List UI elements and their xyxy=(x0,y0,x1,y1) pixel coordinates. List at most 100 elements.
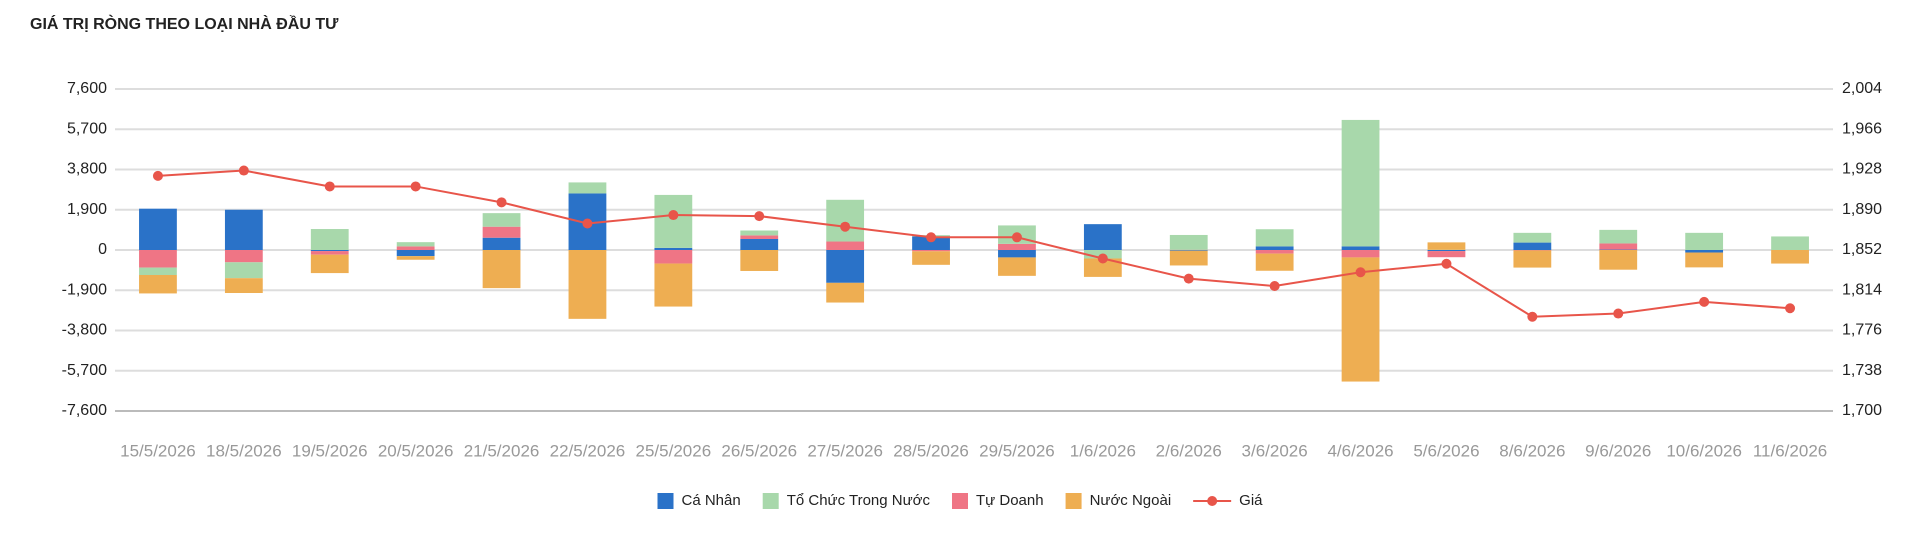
y2-tick-label: 1,852 xyxy=(1842,241,1882,258)
y2-tick-label: 1,776 xyxy=(1842,322,1882,339)
x-tick-label: 29/5/2026 xyxy=(979,441,1055,460)
bar-segment xyxy=(654,247,693,250)
legend-label: Cá Nhân xyxy=(682,492,741,509)
bar-segment xyxy=(224,262,263,279)
price-point xyxy=(496,197,507,208)
bar-segment xyxy=(1599,243,1638,250)
bar-segment xyxy=(740,230,779,236)
bar-segment xyxy=(654,194,693,248)
bar-segment xyxy=(139,250,177,268)
price-point xyxy=(1097,253,1108,264)
chart-title: GIÁ TRỊ RÒNG THEO LOẠI NHÀ ĐẦU TƯ xyxy=(30,14,339,33)
y-tick-label: -1,900 xyxy=(62,281,107,298)
bar-segment xyxy=(224,250,263,263)
price-point xyxy=(1527,311,1538,322)
bar-segment xyxy=(1513,250,1552,268)
bar-segment xyxy=(912,250,950,252)
bar-segment xyxy=(740,250,779,271)
x-tick-label: 11/6/2026 xyxy=(1753,441,1827,460)
bar-segment xyxy=(912,236,950,250)
y-tick-label: 3,800 xyxy=(67,161,107,178)
bar-segment xyxy=(826,250,865,283)
y-tick-label: 5,700 xyxy=(67,120,107,137)
bar-segment xyxy=(1427,251,1466,258)
y2-tick-label: 1,700 xyxy=(1842,402,1882,419)
x-tick-label: 27/5/2026 xyxy=(807,441,883,460)
y-tick-label: -7,600 xyxy=(62,402,107,419)
bar-segment xyxy=(310,254,349,274)
price-point xyxy=(1785,303,1796,314)
bar-segment xyxy=(568,182,607,194)
bar-segment xyxy=(1341,246,1380,250)
price-point xyxy=(668,210,679,221)
bar-segment xyxy=(224,278,263,294)
y-tick-label: 7,600 xyxy=(67,80,107,97)
price-point xyxy=(1355,267,1366,278)
y-tick-label: 1,900 xyxy=(67,201,107,218)
price-line xyxy=(157,169,1791,318)
legend-swatch xyxy=(1065,493,1082,509)
price-point xyxy=(1183,273,1194,284)
x-tick-label: 9/6/2026 xyxy=(1585,441,1651,460)
x-tick-label: 2/6/2026 xyxy=(1156,441,1222,460)
bar-segment xyxy=(1083,258,1122,277)
legend-label: Nước Ngoài xyxy=(1090,492,1172,509)
x-tick-label: 20/5/2026 xyxy=(378,441,454,460)
x-tick-label: 25/5/2026 xyxy=(636,441,712,460)
bar-segment xyxy=(998,257,1036,276)
x-tick-label: 19/5/2026 xyxy=(292,441,368,460)
bar-segment xyxy=(654,263,693,307)
bar-segment xyxy=(1685,232,1724,250)
bar-segment xyxy=(1341,250,1380,258)
bar-segment xyxy=(1427,242,1466,250)
bar-segment xyxy=(396,242,435,247)
bar-segment xyxy=(1685,250,1724,253)
legend-swatch xyxy=(762,493,779,509)
price-point xyxy=(410,181,421,192)
y2-tick-label: 1,966 xyxy=(1842,120,1882,137)
bar-segment xyxy=(310,251,349,255)
bar-segment xyxy=(139,267,177,275)
bar-segment xyxy=(1771,236,1809,250)
x-tick-label: 26/5/2026 xyxy=(721,441,797,460)
y2-tick-label: 1,738 xyxy=(1842,362,1882,379)
price-point xyxy=(1269,281,1280,292)
price-point xyxy=(1699,296,1710,307)
bar-segment xyxy=(1341,119,1380,247)
bar-segment xyxy=(310,229,349,250)
bar-segment xyxy=(1599,229,1638,244)
bar-segment xyxy=(396,246,435,250)
bar-segment xyxy=(482,213,521,227)
bar-segment xyxy=(1255,246,1294,250)
price-point xyxy=(754,211,765,222)
bar-segment xyxy=(139,274,177,294)
bar-segment xyxy=(1427,250,1466,252)
price-point xyxy=(1441,258,1452,269)
bar-segment xyxy=(482,250,521,289)
price-point xyxy=(926,232,937,243)
x-tick-label: 21/5/2026 xyxy=(464,441,540,460)
legend-label: Tự Doanh xyxy=(976,492,1044,509)
x-tick-label: 1/6/2026 xyxy=(1070,441,1136,460)
bar-segment xyxy=(1255,253,1294,271)
bar-segment xyxy=(1685,252,1724,268)
bar-segment xyxy=(1599,250,1638,270)
bar-segment xyxy=(1169,250,1208,266)
bar-segment xyxy=(1771,250,1809,264)
bar-segment xyxy=(224,209,263,250)
bar-segment xyxy=(998,250,1036,258)
bar-segment xyxy=(568,250,607,319)
x-tick-label: 3/6/2026 xyxy=(1242,441,1308,460)
price-point xyxy=(152,170,163,181)
bar-segment xyxy=(1169,234,1208,250)
price-point xyxy=(1011,232,1022,243)
bar-segment xyxy=(1513,232,1552,243)
bar-segment xyxy=(654,250,693,264)
bar-segment xyxy=(998,243,1036,250)
price-point xyxy=(324,181,335,192)
bar-segment xyxy=(1255,229,1294,247)
price-point xyxy=(582,218,593,229)
legend-swatch xyxy=(657,493,674,509)
y2-tick-label: 2,004 xyxy=(1842,80,1882,97)
